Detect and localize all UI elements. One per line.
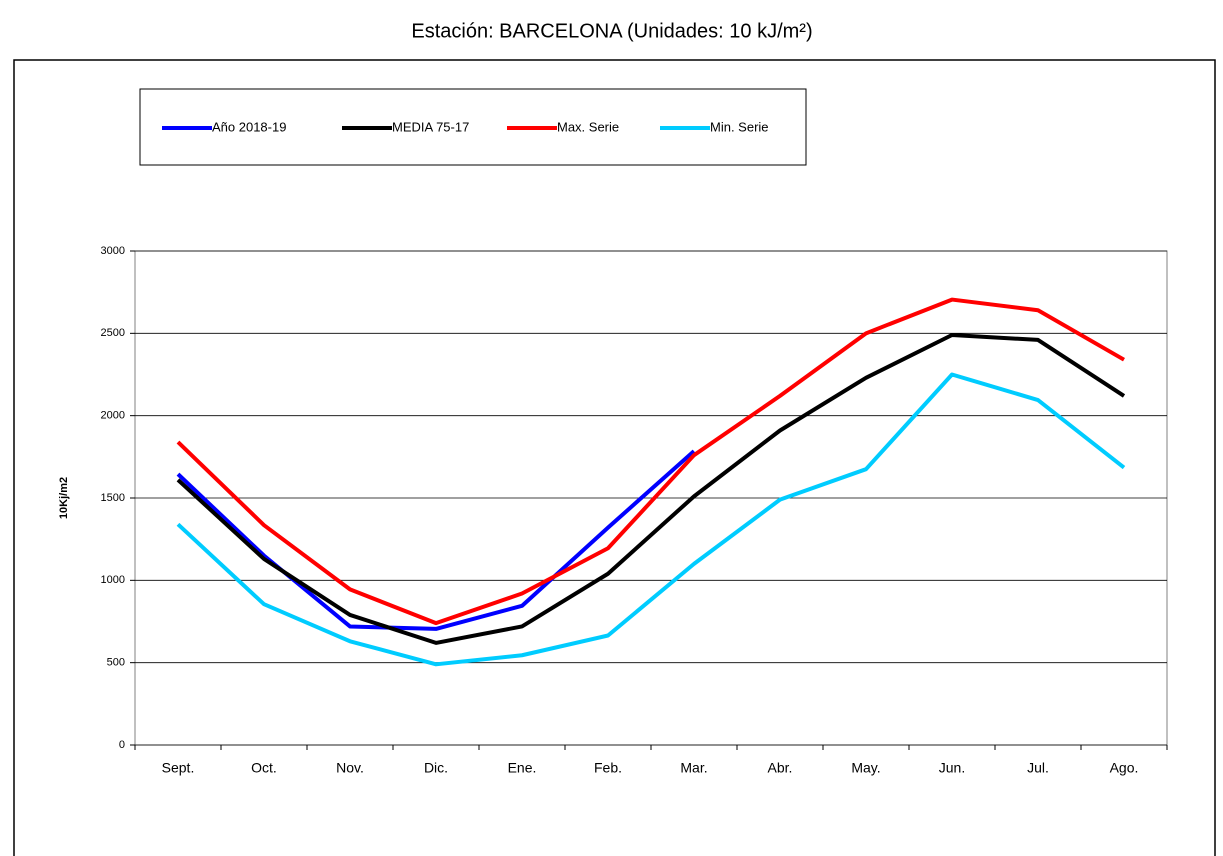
x-tick-label: Dic. (424, 760, 448, 776)
y-tick-label: 3000 (101, 245, 125, 257)
x-tick-label: Ago. (1110, 760, 1139, 776)
x-tick-label: Sept. (162, 760, 195, 776)
x-tick-label: Jun. (939, 760, 965, 776)
legend-label: Max. Serie (557, 119, 619, 134)
legend-label: Min. Serie (710, 119, 769, 134)
y-tick-label: 1500 (101, 492, 125, 504)
y-tick-label: 2500 (101, 327, 125, 339)
x-tick-label: Mar. (680, 760, 707, 776)
series-line (176, 372, 1126, 667)
x-tick-label: Oct. (251, 760, 277, 776)
chart-frame (13, 59, 1216, 856)
legend-label: MEDIA 75-17 (392, 119, 469, 134)
x-tick-label: Ene. (508, 760, 537, 776)
x-tick-label: Abr. (768, 760, 793, 776)
y-tick-label: 0 (119, 739, 125, 751)
y-axis-label: 10Kj/m2 (58, 477, 70, 519)
chart-title: Estación: BARCELONA (Unidades: 10 kJ/m²) (411, 20, 812, 42)
legend-label: Año 2018-19 (212, 119, 286, 134)
series-line (176, 332, 1126, 645)
x-tick-label: Nov. (336, 760, 364, 776)
y-tick-label: 2000 (101, 410, 125, 422)
x-tick-label: May. (851, 760, 880, 776)
y-tick-label: 500 (107, 657, 125, 669)
y-tick-label: 1000 (101, 574, 125, 586)
x-tick-label: Jul. (1027, 760, 1049, 776)
x-tick-label: Feb. (594, 760, 622, 776)
series-line (176, 449, 696, 631)
series-line (176, 297, 1125, 626)
